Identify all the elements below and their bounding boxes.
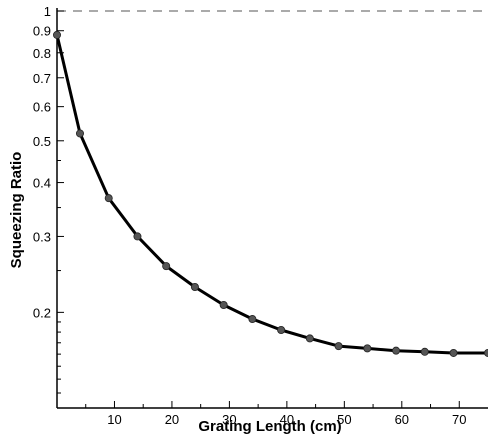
data-point xyxy=(53,30,62,39)
y-tick-label: 0.6 xyxy=(33,100,51,115)
y-tick-label: 0.2 xyxy=(33,305,51,320)
y-tick-label: 0.7 xyxy=(33,71,51,86)
x-tick-label: 60 xyxy=(395,412,409,427)
data-point xyxy=(277,326,286,335)
ticks: 10 20 30 40 50 60 70 0.2 0.3 0.4 0.5 0.6 0.7 0.8 0.9 1 xyxy=(33,4,467,427)
x-axis-title: Grating Length (cm) xyxy=(198,418,341,435)
data-point xyxy=(420,347,429,356)
x-tick-label: 20 xyxy=(165,412,179,427)
data-point xyxy=(133,232,142,241)
data-point xyxy=(305,334,314,343)
data-point xyxy=(392,346,401,355)
x-tick-label: 10 xyxy=(107,412,121,427)
data-point xyxy=(363,344,372,353)
x-tick-label: 50 xyxy=(337,412,351,427)
x-tick-label: 40 xyxy=(280,412,294,427)
data-point xyxy=(484,348,488,357)
y-axis-title: Squeezing Ratio xyxy=(8,152,25,269)
data-point xyxy=(162,262,171,271)
data-point xyxy=(75,129,84,138)
y-tick-label: 1 xyxy=(44,4,51,19)
series-layer xyxy=(53,30,488,357)
data-point xyxy=(104,194,113,203)
data-point xyxy=(219,301,228,310)
y-tick-label: 0.5 xyxy=(33,134,51,149)
y-tick-label: 0.8 xyxy=(33,46,51,61)
data-point xyxy=(248,315,257,324)
series-line xyxy=(55,34,488,355)
x-tick-label: 30 xyxy=(222,412,236,427)
x-tick-label: 70 xyxy=(452,412,466,427)
axes xyxy=(56,8,488,409)
y-tick-label: 0.3 xyxy=(33,229,51,244)
data-point xyxy=(334,342,343,351)
data-point xyxy=(190,282,199,291)
y-tick-label: 0.9 xyxy=(33,24,51,39)
data-point xyxy=(449,348,458,357)
y-tick-label: 0.4 xyxy=(33,176,51,191)
